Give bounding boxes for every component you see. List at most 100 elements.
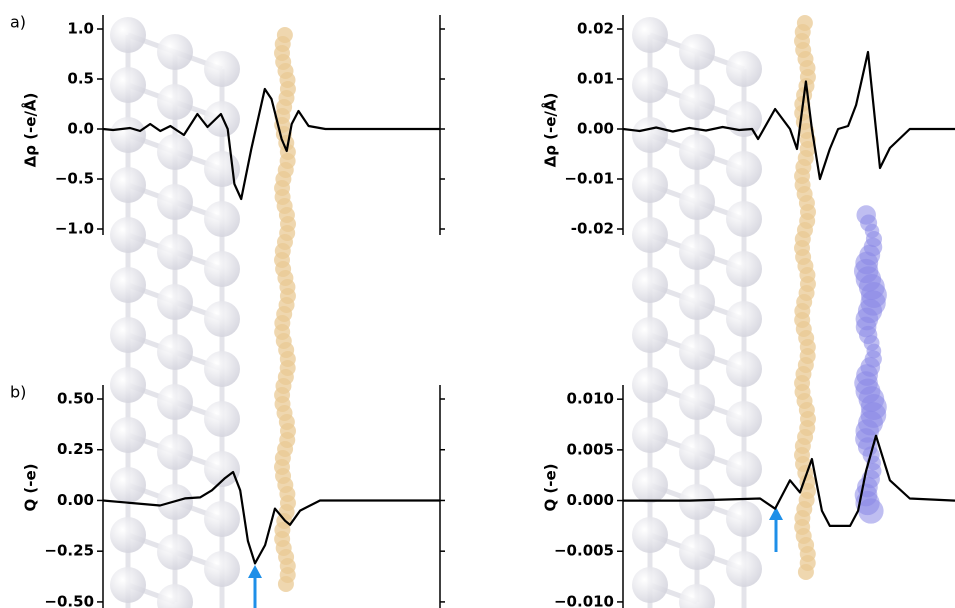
atom [204, 551, 240, 587]
atom [726, 101, 762, 137]
atom [632, 17, 668, 53]
gold-atom [797, 564, 814, 580]
atom [157, 234, 193, 270]
y-axis-label: Q (-e) [22, 463, 40, 511]
atom [204, 251, 240, 287]
y-tick-label: 1.0 [67, 20, 94, 38]
y-tick-label: −0.010 [554, 592, 614, 608]
atom [679, 534, 715, 570]
y-tick-label: −0.25 [44, 542, 94, 560]
atom [726, 351, 762, 387]
atom [632, 117, 668, 153]
atom [157, 84, 193, 120]
y-tick-label: 0.00 [57, 491, 94, 509]
arrow-head [248, 565, 262, 578]
panel-label: a) [10, 13, 26, 32]
y-tick-label: 0.01 [577, 70, 614, 88]
data-line [623, 434, 955, 527]
atom [726, 401, 762, 437]
atom [632, 467, 668, 503]
atom [726, 451, 762, 487]
gold-atom [277, 576, 294, 592]
atom [679, 134, 715, 170]
atom [204, 451, 240, 487]
atom [110, 417, 146, 453]
data-line [622, 50, 955, 181]
y-tick-label: −0.005 [554, 542, 614, 560]
atom [110, 467, 146, 503]
atom [679, 184, 715, 220]
atom [110, 67, 146, 103]
atom [679, 484, 715, 520]
atom [110, 517, 146, 553]
y-tick-label: 0.0 [67, 120, 94, 138]
atom [632, 167, 668, 203]
atom [679, 384, 715, 420]
atomic-structure [110, 15, 887, 608]
panel-label: b) [10, 383, 26, 402]
y-tick-label: −1.0 [55, 220, 94, 238]
arrows [248, 507, 783, 608]
atom [157, 384, 193, 420]
y-tick-label: 0.000 [567, 491, 614, 509]
y-tick-label: −0.01 [564, 170, 614, 188]
atom [726, 251, 762, 287]
atom [157, 584, 193, 608]
atom [679, 584, 715, 608]
y-tick-label: -0.02 [571, 220, 614, 238]
y-tick-label: 0.25 [57, 440, 94, 458]
atom [110, 167, 146, 203]
atom [110, 267, 146, 303]
atom [726, 551, 762, 587]
atom [157, 334, 193, 370]
atom [679, 284, 715, 320]
atom [204, 501, 240, 537]
atom [204, 401, 240, 437]
y-tick-label: −0.50 [44, 592, 94, 608]
atom [157, 534, 193, 570]
atom [157, 284, 193, 320]
y-axis-label: Q (-e) [542, 463, 560, 511]
atom [632, 517, 668, 553]
atom [632, 317, 668, 353]
atom [204, 301, 240, 337]
atom [110, 17, 146, 53]
atom [204, 351, 240, 387]
y-axis-label: Δρ (-e/Å) [541, 93, 560, 168]
atom [679, 34, 715, 70]
atom [632, 417, 668, 453]
y-tick-label: 0.005 [567, 440, 614, 458]
plots: 1.0 0.5 0.0 −0.5 −1.0 Δρ (-e/Å) a) 0.02 0.01 0.00… [10, 13, 955, 608]
atom [726, 301, 762, 337]
arrow-head [769, 507, 783, 520]
atom [157, 134, 193, 170]
data-line [102, 470, 440, 565]
atom [679, 234, 715, 270]
atom [679, 84, 715, 120]
atom [110, 117, 146, 153]
atom [726, 51, 762, 87]
y-tick-label: 0.010 [567, 390, 614, 408]
atom [204, 51, 240, 87]
atom [679, 434, 715, 470]
y-tick-label: 0.50 [57, 390, 94, 408]
atom [157, 34, 193, 70]
atom [726, 501, 762, 537]
atom [204, 201, 240, 237]
y-axis-label: Δρ (-e/Å) [21, 93, 40, 168]
atom [110, 567, 146, 603]
atom [110, 317, 146, 353]
molecule-atom [858, 498, 884, 524]
atom [726, 201, 762, 237]
atom [157, 434, 193, 470]
atom [679, 334, 715, 370]
data-line [102, 87, 440, 201]
atom [632, 67, 668, 103]
y-tick-label: −0.5 [55, 170, 94, 188]
atom [110, 217, 146, 253]
atom [110, 367, 146, 403]
atom [632, 567, 668, 603]
atom [157, 184, 193, 220]
atom [632, 367, 668, 403]
